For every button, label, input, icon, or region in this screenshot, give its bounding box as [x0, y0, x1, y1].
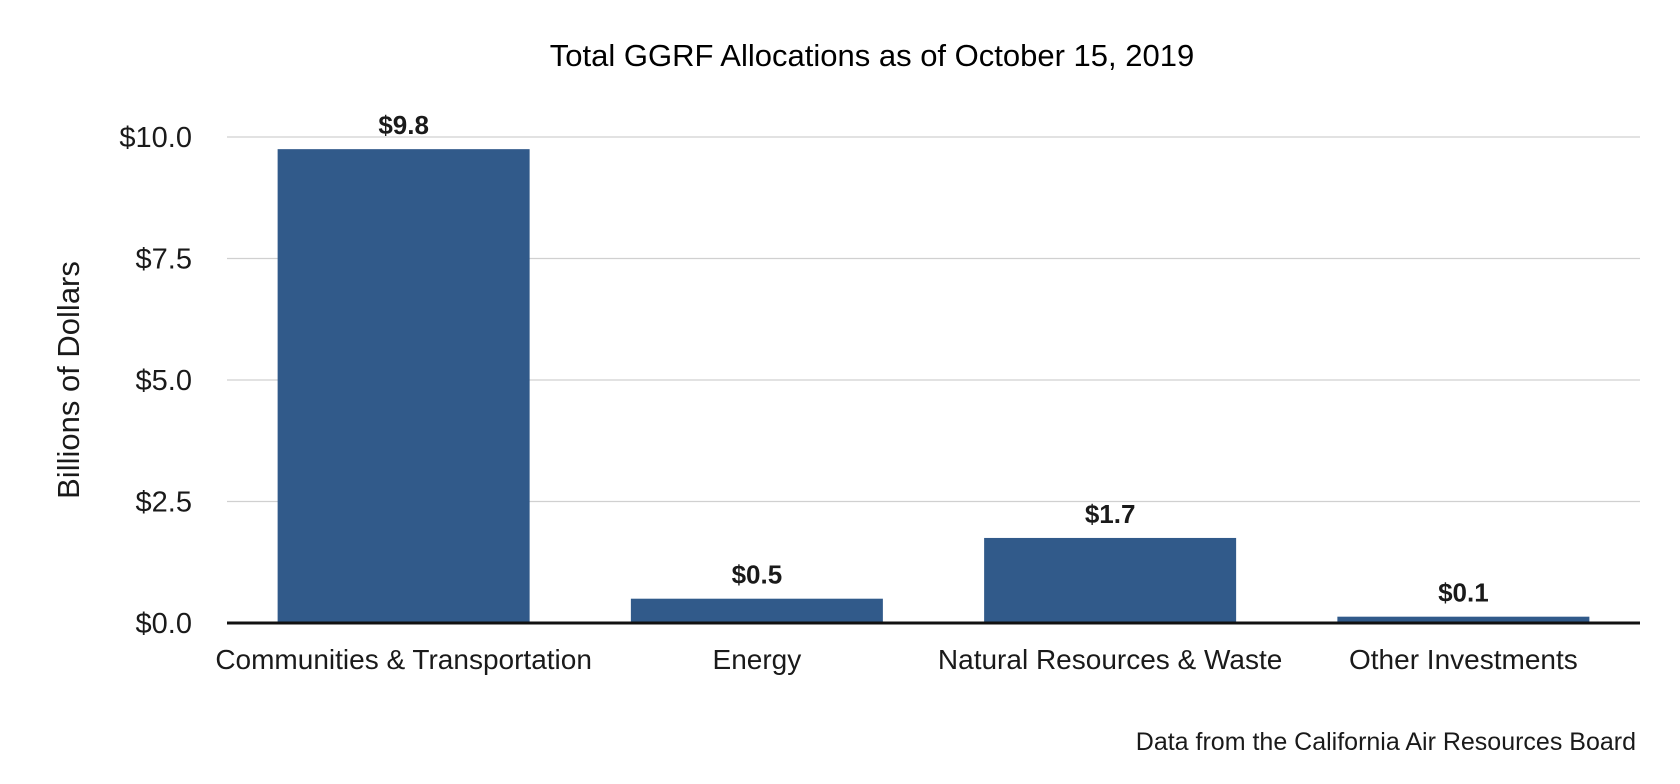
y-tick-label: $2.5	[136, 487, 192, 519]
source-note: Data from the California Air Resources B…	[1136, 728, 1636, 756]
data-label: $0.5	[732, 560, 783, 590]
bar	[630, 598, 883, 623]
y-tick-label: $7.5	[136, 244, 192, 276]
x-tick-label: Natural Resources & Waste	[938, 644, 1282, 675]
data-label: $0.1	[1438, 578, 1489, 608]
y-axis-label: Billions of Dollars	[51, 261, 86, 499]
bar	[1337, 616, 1590, 623]
x-tick-label: Communities & Transportation	[215, 644, 592, 675]
data-label: $1.7	[1085, 499, 1136, 529]
data-labels: $9.8 $0.5 $1.7 $0.1	[378, 110, 1488, 608]
bar	[984, 537, 1237, 623]
data-label: $9.8	[378, 110, 429, 140]
x-axis-ticks: Communities & Transportation Energy Natura…	[215, 644, 1577, 675]
y-tick-label: $0.0	[136, 608, 192, 640]
x-tick-label: Other Investments	[1349, 644, 1578, 675]
bars	[277, 149, 1590, 623]
y-axis-ticks: $0.0 $2.5 $5.0 $7.5 $10.0	[119, 122, 192, 640]
x-tick-label: Energy	[713, 644, 802, 675]
bar	[277, 149, 530, 623]
y-tick-label: $5.0	[136, 365, 192, 397]
y-tick-label: $10.0	[119, 122, 192, 154]
chart-title: Total GGRF Allocations as of October 15,…	[550, 38, 1194, 73]
